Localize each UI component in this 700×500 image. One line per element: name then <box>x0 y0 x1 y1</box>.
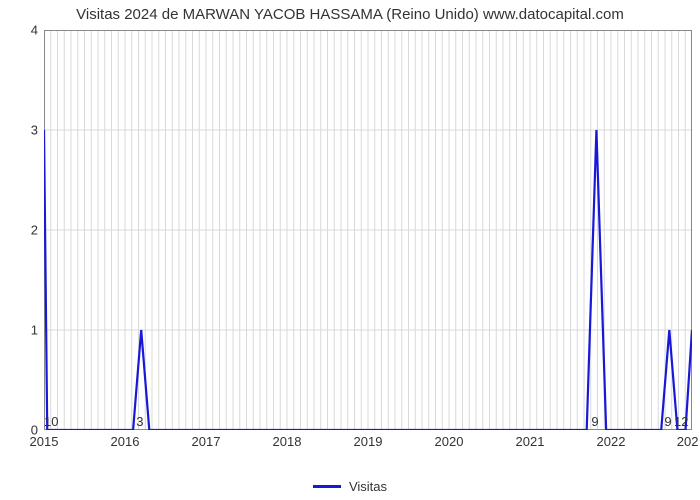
peak-label: 9 <box>664 414 671 429</box>
plot-area <box>44 30 692 430</box>
legend: Visitas <box>0 479 700 494</box>
y-tick-label: 4 <box>0 23 38 38</box>
plot-svg <box>44 30 692 430</box>
legend-label: Visitas <box>349 479 387 494</box>
peak-label: 10 <box>44 414 58 429</box>
x-tick-label: 202 <box>677 434 699 449</box>
x-tick-label: 2015 <box>30 434 59 449</box>
x-tick-label: 2022 <box>597 434 626 449</box>
x-tick-label: 2019 <box>354 434 383 449</box>
x-tick-label: 2018 <box>273 434 302 449</box>
chart-title: Visitas 2024 de MARWAN YACOB HASSAMA (Re… <box>0 6 700 23</box>
y-tick-label: 3 <box>0 123 38 138</box>
chart-container: Visitas 2024 de MARWAN YACOB HASSAMA (Re… <box>0 0 700 500</box>
x-tick-label: 2017 <box>192 434 221 449</box>
x-tick-label: 2021 <box>516 434 545 449</box>
x-tick-label: 2016 <box>111 434 140 449</box>
legend-swatch <box>313 485 341 488</box>
peak-label: 9 <box>591 414 598 429</box>
y-tick-label: 1 <box>0 323 38 338</box>
peak-label: 3 <box>136 414 143 429</box>
peak-label: 12 <box>674 414 688 429</box>
x-tick-label: 2020 <box>435 434 464 449</box>
y-tick-label: 2 <box>0 223 38 238</box>
